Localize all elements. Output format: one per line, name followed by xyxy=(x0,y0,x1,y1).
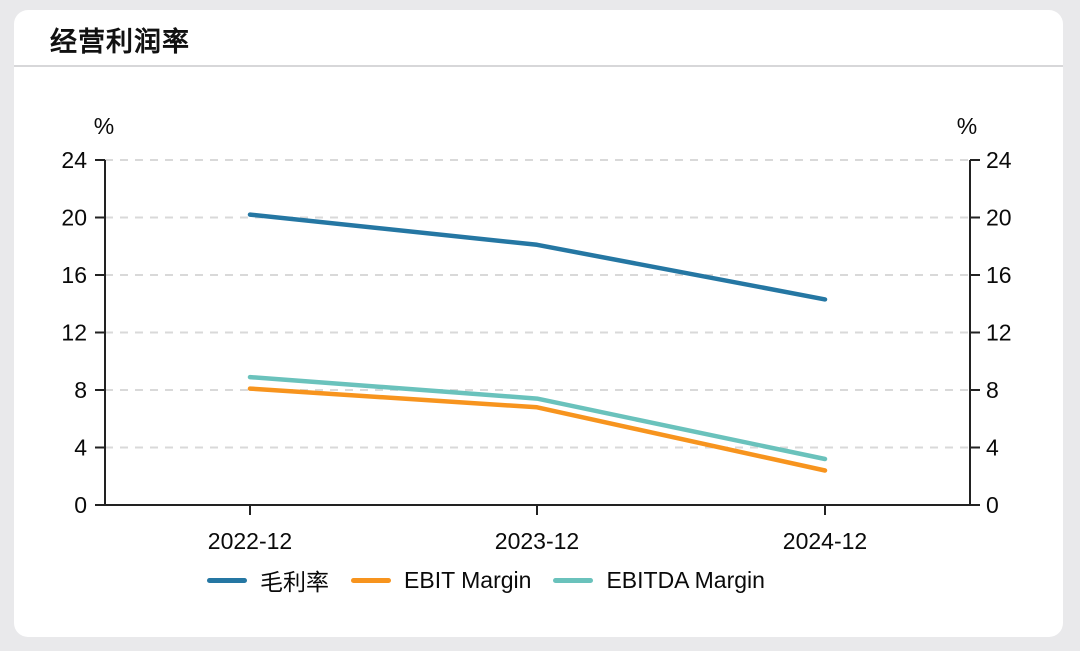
y-tick-label-left: 0 xyxy=(74,492,87,518)
legend-swatch xyxy=(553,577,594,583)
card-header: 经营利润率 xyxy=(14,10,1063,67)
y-tick-label-left: 4 xyxy=(74,435,87,461)
legend-item[interactable]: 毛利率 xyxy=(207,563,329,597)
y-tick-label-right: 20 xyxy=(986,205,1012,231)
y-tick-label-left: 8 xyxy=(74,377,87,403)
legend-swatch xyxy=(207,577,248,583)
chart-area: 0 0 4 4 8 8 12 12 16 16 20 20 24 24%% 2022-12 2023-12 20… xyxy=(14,67,1063,597)
legend-item[interactable]: EBITDA Margin xyxy=(553,567,765,594)
y-axis-unit-left: % xyxy=(94,113,114,139)
y-tick-label-left: 16 xyxy=(61,262,87,288)
legend-label: 毛利率 xyxy=(260,569,330,595)
x-tick-label: 2023-12 xyxy=(495,528,579,554)
y-tick-label-left: 20 xyxy=(61,205,87,231)
chart-legend: 毛利率 EBIT Margin EBITDA Margin xyxy=(14,563,958,597)
legend-label: EBIT Margin xyxy=(404,566,532,593)
y-tick-label-right: 24 xyxy=(986,147,1012,173)
x-tick-label: 2022-12 xyxy=(208,528,292,554)
chart-card: 经营利润率 0 0 4 4 8 8 12 12 16 16 20 20 24 24%% 2022-12 202… xyxy=(14,10,1063,637)
legend-item[interactable]: EBIT Margin xyxy=(351,567,531,594)
legend-label: EBITDA Margin xyxy=(606,566,765,593)
y-tick-label-left: 24 xyxy=(61,147,87,173)
chart-title: 经营利润率 xyxy=(50,27,190,57)
x-tick-label: 2024-12 xyxy=(783,528,867,554)
y-tick-label-right: 12 xyxy=(986,320,1012,346)
y-tick-label-right: 8 xyxy=(986,377,999,403)
legend-swatch xyxy=(351,577,392,583)
series-line-毛利率 xyxy=(247,212,828,302)
y-axis-unit-right: % xyxy=(957,113,977,139)
y-tick-label-right: 16 xyxy=(986,262,1012,288)
y-tick-label-right: 0 xyxy=(986,492,999,518)
y-tick-label-left: 12 xyxy=(61,320,87,346)
series-line-EBITDA Margin xyxy=(247,374,828,462)
series-line-EBIT Margin xyxy=(247,386,828,473)
line-chart: 0 0 4 4 8 8 12 12 16 16 20 20 24 24% % 2022-12 2023-12 20… xyxy=(61,113,1012,554)
y-tick-label-right: 4 xyxy=(986,435,999,461)
